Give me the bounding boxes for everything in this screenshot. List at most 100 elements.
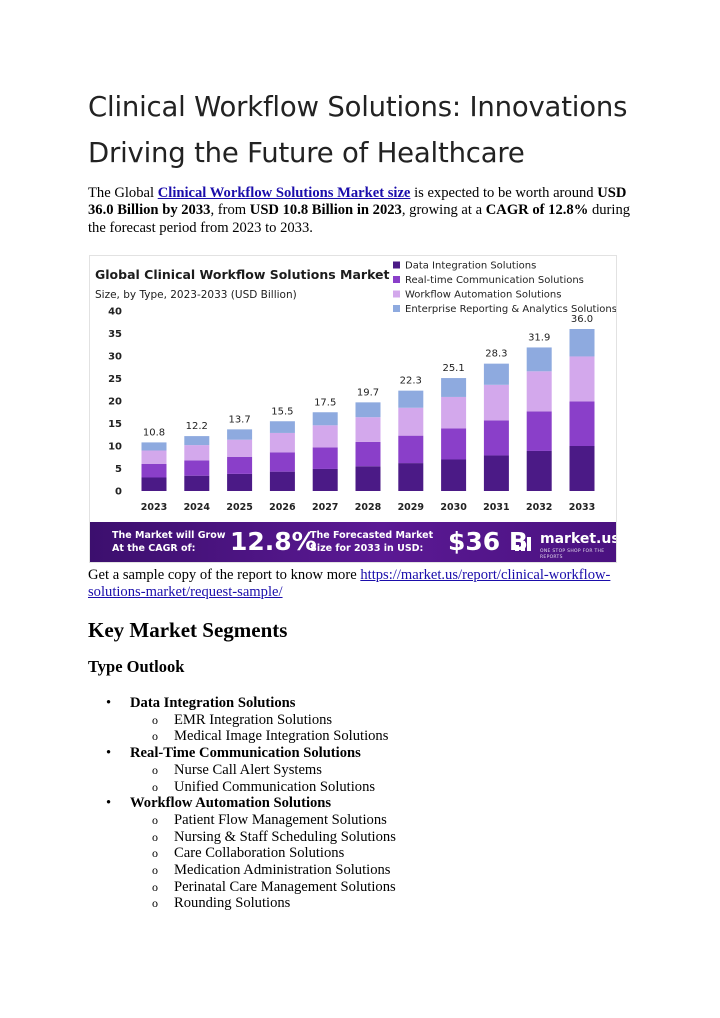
forecast-caption: The Forecasted Market Size for 2033 in U… <box>310 530 434 554</box>
bar-segment <box>312 425 338 448</box>
bar-segment <box>227 473 253 491</box>
circle-bullet-icon: o <box>152 863 158 878</box>
subcategory-label: Perinatal Care Management Solutions <box>174 878 396 895</box>
stacked-bar-chart: Global Clinical Workflow Solutions Marke… <box>95 261 617 514</box>
subcategory-label: Patient Flow Management Solutions <box>174 811 387 828</box>
category-label: Real-Time Communication Solutions <box>130 745 361 762</box>
subcategory-item: o EMR Integration Solutions <box>88 712 648 729</box>
bar-total-label: 22.3 <box>400 376 422 387</box>
y-tick-label: 10 <box>108 442 122 453</box>
cagr-caption: The Market will Grow At the CAGR of: <box>112 530 226 554</box>
bar-segment <box>141 477 167 491</box>
brand-tagline: ONE STOP SHOP FOR THE REPORTS <box>540 549 605 560</box>
circle-bullet-icon: o <box>152 846 158 861</box>
bar-segment <box>483 384 509 421</box>
x-tick-label: 2030 <box>440 502 467 513</box>
bar-segment <box>141 450 167 464</box>
x-tick-label: 2027 <box>312 502 338 513</box>
legend-swatch <box>393 276 400 283</box>
y-tick-label: 25 <box>108 374 122 385</box>
x-tick-label: 2032 <box>526 502 552 513</box>
bar-total-label: 19.7 <box>357 387 379 398</box>
subcategory-label: Nursing & Staff Scheduling Solutions <box>174 828 396 845</box>
bar-segment <box>441 378 467 397</box>
sample-paragraph: Get a sample copy of the report to know … <box>88 567 628 602</box>
bar-segment <box>227 439 253 457</box>
bar-total-label: 10.8 <box>143 427 165 438</box>
y-tick-label: 0 <box>115 487 122 498</box>
intro-bold-value: CAGR of 12.8% <box>485 202 589 219</box>
bar-total-label: 12.2 <box>186 421 208 432</box>
category-label: Data Integration Solutions <box>130 695 296 711</box>
bar-segment <box>526 371 552 412</box>
legend-swatch <box>393 290 400 298</box>
bar-segment <box>355 441 381 467</box>
legend-swatch <box>393 305 400 312</box>
bar-total-label: 31.9 <box>528 332 550 343</box>
bar-total-label: 13.7 <box>228 414 250 425</box>
bar-segment <box>441 428 467 460</box>
intro-text: is expected to be worth around <box>410 185 598 201</box>
circle-bullet-icon: o <box>152 712 158 727</box>
circle-bullet-icon: o <box>152 762 158 777</box>
market-size-link[interactable]: Clinical Workflow Solutions Market size <box>157 185 411 201</box>
bar-segment <box>398 435 424 464</box>
circle-bullet-icon: o <box>152 812 158 827</box>
bar-segment <box>569 356 595 402</box>
bar-segment <box>526 411 552 451</box>
bar-segment <box>398 463 424 491</box>
bar-segment <box>398 407 424 436</box>
bar-total-label: 36.0 <box>571 314 593 325</box>
y-tick-label: 20 <box>108 397 122 408</box>
bar-segment <box>569 329 595 357</box>
x-tick-label: 2033 <box>569 502 595 513</box>
bar-segment <box>269 421 295 433</box>
bullet-icon: • <box>106 795 112 812</box>
x-tick-label: 2025 <box>226 502 252 513</box>
intro-bold-value: USD 10.8 Billion in 2023 <box>249 202 402 219</box>
subcategory-label: Unified Communication Solutions <box>174 778 376 795</box>
x-tick-label: 2023 <box>141 502 167 513</box>
summary-banner: The Market will Grow At the CAGR of: 12.… <box>90 522 617 562</box>
brand-logo: market.us <box>540 531 617 547</box>
bar-segment <box>269 471 295 491</box>
category-label: Workflow Automation Solutions <box>130 795 332 812</box>
bar-segment <box>141 464 167 478</box>
x-tick-label: 2029 <box>398 502 424 513</box>
bar-segment <box>355 402 381 418</box>
circle-bullet-icon: o <box>152 729 158 744</box>
category-item: • Workflow Automation Solutions <box>88 795 648 812</box>
intro-text: , from <box>210 202 250 219</box>
bar-segment <box>312 412 338 426</box>
legend-label: Enterprise Reporting & Analytics Solutio… <box>405 304 617 315</box>
subcategory-label: Medication Administration Solutions <box>174 862 391 879</box>
bar-segment <box>227 456 253 474</box>
legend-label: Data Integration Solutions <box>405 261 536 272</box>
y-tick-label: 35 <box>108 329 122 340</box>
sample-link[interactable]: https://market.us/report/clinical-workfl… <box>88 567 611 601</box>
segments-heading: Key Market Segments <box>88 618 288 642</box>
subcategory-label: EMR Integration Solutions <box>174 711 333 728</box>
intro-text: The Global <box>88 185 158 201</box>
bar-segment <box>312 447 338 469</box>
market-infographic: Global Clinical Workflow Solutions Marke… <box>89 255 617 563</box>
bar-segment <box>398 390 424 408</box>
subcategory-item: o Medical Image Integration Solutions <box>88 728 648 745</box>
bar-segment <box>441 459 467 491</box>
subcategory-item: o Medication Administration Solutions <box>88 862 648 879</box>
bar-segment <box>569 446 595 491</box>
sample-text: Get a sample copy of the report to know … <box>88 567 361 583</box>
intro-paragraph: The Global Clinical Workflow Solutions M… <box>88 185 633 237</box>
bar-total-label: 17.5 <box>314 397 336 408</box>
bar-total-label: 25.1 <box>442 363 464 374</box>
type-outlook-heading: Type Outlook <box>88 657 185 676</box>
category-item: • Data Integration Solutions <box>88 695 648 712</box>
bar-segment <box>227 429 253 440</box>
bar-segment <box>441 396 467 429</box>
bar-segment <box>312 468 338 491</box>
bar-segment <box>141 442 167 451</box>
subcategory-label: Medical Image Integration Solutions <box>174 728 389 745</box>
y-tick-label: 5 <box>115 464 122 475</box>
circle-bullet-icon: o <box>152 896 158 911</box>
